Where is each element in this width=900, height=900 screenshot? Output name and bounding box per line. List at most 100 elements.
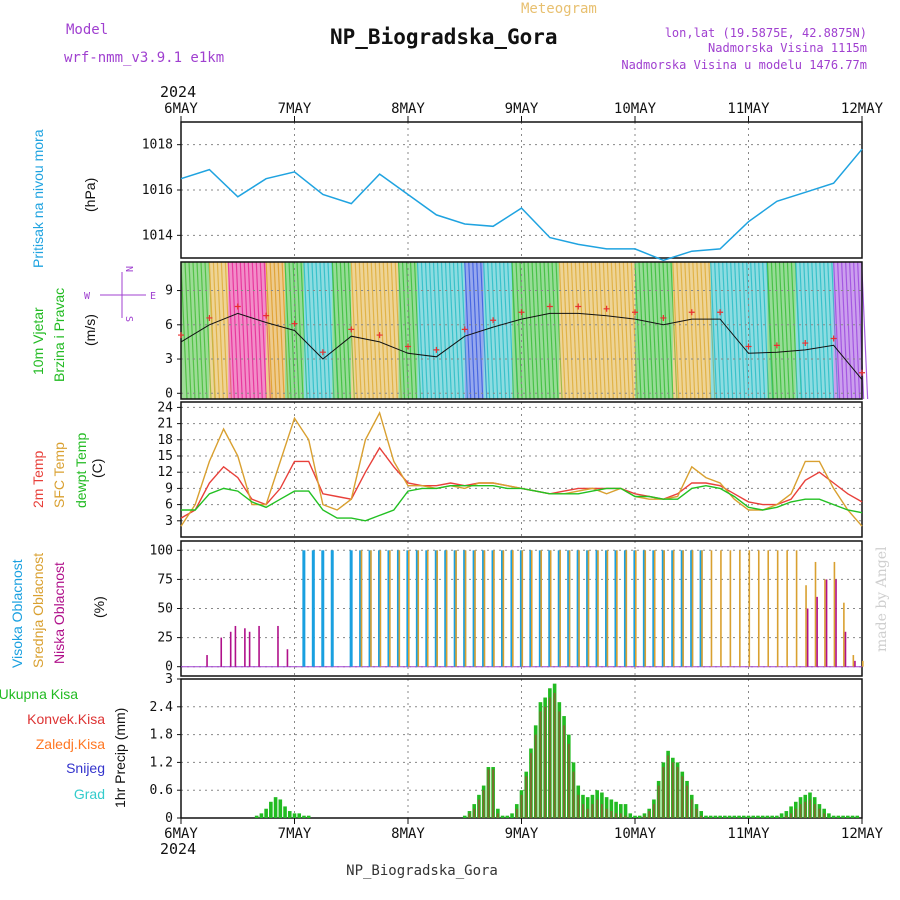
precip-conv-bar [662, 767, 665, 818]
wind-arrow [774, 261, 783, 400]
precip-conv-bar [619, 813, 622, 818]
precip-total-bar [704, 815, 708, 818]
precip-conv-bar [648, 811, 651, 818]
wind-arrow [397, 261, 406, 400]
cloud-mid-bar [597, 550, 599, 667]
precip-conv-bar [700, 815, 703, 818]
cloud-mid-label: Srednja Oblacnost [30, 553, 46, 668]
wind-tick-label: 0 [165, 386, 173, 401]
wind-arrow [590, 261, 598, 400]
cloud-low-bar [244, 628, 246, 667]
wind-arrow [456, 261, 465, 400]
precip-conv-bar [610, 811, 613, 818]
wind-arrow [704, 261, 712, 400]
year-bottom: 2024 [160, 840, 196, 858]
temp-tick-label: 3 [165, 514, 173, 529]
wind-arrow [680, 261, 688, 400]
cloud-low-bar [825, 579, 828, 667]
precip-conv-bar [563, 725, 566, 818]
wind-arrow [570, 261, 578, 400]
wind-arrow [251, 261, 259, 400]
wind-arrow [594, 261, 602, 400]
wind-arrow [440, 261, 449, 400]
wind-arrow [531, 261, 539, 400]
precip-total-bar [637, 815, 642, 818]
precip-conv-bar [794, 808, 797, 818]
precip-total-bar [269, 801, 273, 818]
wind-arrow [208, 261, 216, 400]
cloud-low-bar [220, 637, 223, 667]
temp-2m-label: 2m Temp [30, 450, 46, 508]
temp-tick-label: 9 [165, 481, 173, 496]
wind-arrow [432, 261, 441, 400]
precip-total-bar [273, 797, 278, 818]
wind-arrow [436, 261, 445, 400]
wind-name-label-1: 10m Vjetar [30, 307, 46, 375]
wind-arrow [646, 261, 654, 400]
precip-total-bar [287, 811, 292, 818]
cloud-mid-bar [795, 550, 798, 667]
time-label-bottom: 8MAY [391, 826, 425, 842]
cloud-mid-bar [672, 550, 675, 667]
cloud-low-bar [806, 608, 809, 667]
wind-arrow [622, 261, 630, 400]
precip-conv-bar [548, 697, 551, 818]
wind-arrow [416, 261, 425, 400]
wind-arrow [638, 261, 646, 400]
cloud-mid-bar [559, 550, 561, 667]
temp-tick-label: 12 [157, 465, 173, 480]
wind-arrow [782, 261, 791, 400]
wind-arrow [807, 261, 815, 400]
cloud-high-bar [387, 550, 391, 667]
wind-arrow [606, 261, 614, 400]
precip-conv-bar [591, 804, 594, 818]
precip-conv-bar [799, 804, 802, 818]
wind-arrow [339, 261, 347, 400]
precip-conv-bar [492, 769, 495, 818]
watermark: made by Angel [874, 546, 890, 652]
wind-arrow [849, 261, 857, 400]
precip-conv-bar [657, 785, 660, 818]
cloud-high-bar [614, 550, 618, 667]
cloud-mid-bar [445, 550, 448, 667]
time-label-top: 12MAY [841, 101, 884, 117]
precip-legend-hail: Grad [74, 786, 105, 802]
precip-total-bar [585, 797, 590, 818]
precip-conv-bar [624, 815, 627, 818]
meteogram-label: Meteogram [521, 1, 597, 17]
cloud-mid-bar [370, 550, 372, 667]
wind-arrow [547, 261, 555, 400]
wind-arrow [527, 261, 535, 400]
wind-gust-mark [348, 326, 355, 333]
wind-arrow [722, 261, 730, 400]
time-label-top: 10MAY [614, 101, 657, 117]
wind-arrow [315, 261, 323, 400]
wind-arrow [192, 261, 200, 400]
cloud-low-bar [854, 660, 856, 667]
wind-gust-mark [433, 346, 440, 353]
station-title: NP_Biogradska_Gora [330, 25, 558, 49]
wind-arrow [405, 261, 414, 400]
wind-arrow [331, 261, 339, 400]
cloud-low-label: Niska Oblacnost [51, 562, 67, 664]
wind-arrow [766, 261, 775, 400]
precip-total-bar [836, 815, 841, 818]
precip-tick-label: 0 [165, 811, 173, 826]
wind-compass: W E N S [84, 266, 156, 322]
precip-total-bar [264, 808, 268, 818]
precip-total-bar [505, 815, 510, 818]
cloud-mid-bar [739, 550, 741, 667]
wind-gust-mark [575, 303, 582, 310]
wind-unit-label: (m/s) [82, 314, 98, 346]
cloud-high-bar [519, 550, 523, 667]
wind-gust-mark [546, 303, 553, 310]
lonlat: lon,lat (19.5875E, 42.8875N) [665, 26, 867, 40]
compass-w: W [84, 291, 91, 302]
wind-arrow [180, 261, 188, 400]
cloud-low-bar [844, 631, 847, 667]
precip-conv-bar [581, 804, 584, 818]
elevation: Nadmorska Visina 1115m [708, 41, 867, 55]
wind-arrow [382, 261, 390, 400]
cloud-high-bar [368, 550, 372, 667]
precip-conv-bar [804, 801, 807, 818]
